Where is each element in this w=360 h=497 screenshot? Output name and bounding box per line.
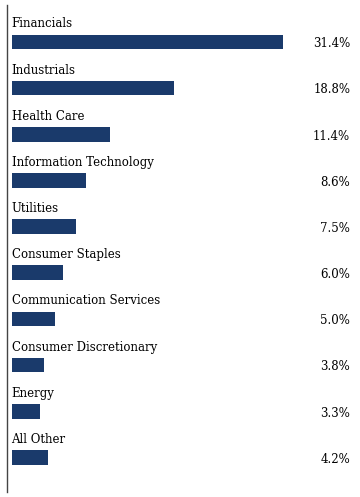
Text: Communication Services: Communication Services — [12, 294, 160, 307]
Bar — [12, 265, 63, 280]
Bar — [12, 173, 86, 188]
Text: Energy: Energy — [12, 387, 54, 400]
Text: Consumer Discretionary: Consumer Discretionary — [12, 340, 157, 353]
Bar — [12, 34, 283, 49]
Text: 3.8%: 3.8% — [320, 360, 350, 373]
Bar — [12, 127, 110, 142]
Text: 8.6%: 8.6% — [320, 176, 350, 189]
Text: All Other: All Other — [12, 433, 66, 446]
Text: Industrials: Industrials — [12, 64, 76, 77]
Bar — [12, 312, 55, 327]
Text: 6.0%: 6.0% — [320, 268, 350, 281]
Text: 5.0%: 5.0% — [320, 314, 350, 327]
Text: 18.8%: 18.8% — [313, 83, 350, 96]
Text: Information Technology: Information Technology — [12, 156, 153, 169]
Bar — [12, 81, 174, 95]
Bar — [12, 450, 48, 465]
Text: 7.5%: 7.5% — [320, 222, 350, 235]
Bar — [12, 404, 40, 418]
Text: Financials: Financials — [12, 17, 73, 30]
Text: Consumer Staples: Consumer Staples — [12, 248, 120, 261]
Text: 11.4%: 11.4% — [313, 130, 350, 143]
Text: Health Care: Health Care — [12, 110, 84, 123]
Bar — [12, 219, 76, 234]
Text: 3.3%: 3.3% — [320, 407, 350, 419]
Text: 4.2%: 4.2% — [320, 453, 350, 466]
Text: Utilities: Utilities — [12, 202, 59, 215]
Bar — [12, 358, 44, 372]
Text: 31.4%: 31.4% — [313, 37, 350, 50]
